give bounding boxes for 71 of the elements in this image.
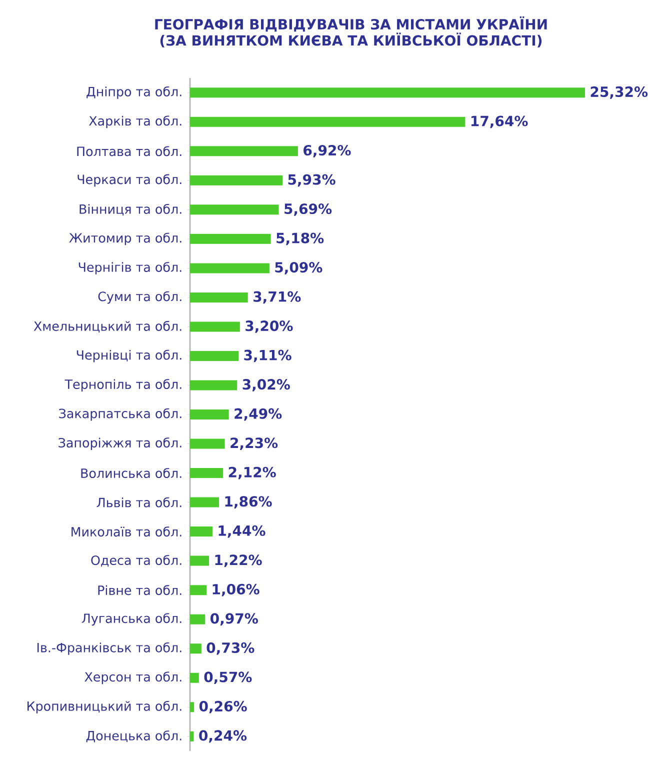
bar	[190, 146, 298, 156]
bar	[190, 350, 239, 361]
bar	[190, 204, 279, 215]
y-tick-label: Львів та обл.	[96, 497, 182, 508]
bar	[190, 731, 194, 742]
bar	[190, 380, 238, 390]
y-tick-label: Дніпро та обл.	[86, 86, 182, 99]
bar	[190, 88, 586, 98]
y-tick-label: Кропивницький та обл.	[28, 700, 182, 714]
y-tick-label: Хмельницький та обл.	[34, 320, 182, 333]
data-label: 3,02%	[242, 379, 290, 392]
chart-subtitle: (ЗА ВИНЯТКОМ КИЄВА ТА КИЇВСЬКОЇ ОБЛАСТІ)	[160, 32, 542, 48]
data-label: 5,18%	[276, 232, 324, 246]
data-label: 17,64%	[471, 116, 528, 128]
bar	[190, 644, 202, 654]
data-label: 0,24%	[199, 730, 247, 743]
y-tick-label: Тернопіль та обл.	[64, 378, 182, 392]
y-tick-label: Закарпатська обл.	[59, 408, 182, 421]
y-tick-label: Одеса та обл.	[91, 555, 182, 567]
bar	[190, 526, 212, 537]
chart-title: ГЕОГРАФІЯ ВІДВІДУВАЧІВ ЗА МІСТАМИ УКРАЇНИ	[155, 16, 547, 32]
data-label: 2,12%	[228, 466, 276, 480]
y-tick-label: Харків та обл.	[89, 116, 182, 128]
y-tick-label: Чернівці та обл.	[76, 350, 182, 362]
bar	[190, 438, 225, 449]
y-tick-label: Житомир та обл.	[69, 232, 182, 246]
y-tick-label: Херсон та обл.	[84, 672, 182, 684]
y-tick-label: Чернігів та обл.	[78, 262, 182, 274]
data-label: 0,73%	[206, 642, 254, 655]
data-label: 5,69%	[284, 203, 332, 216]
data-label: 1,06%	[212, 584, 260, 596]
data-label: 1,22%	[215, 554, 262, 567]
bar	[190, 702, 194, 712]
bar	[190, 175, 283, 186]
y-tick-label: Рівне та обл.	[98, 585, 182, 596]
bar	[190, 468, 224, 478]
data-label: 0,26%	[199, 700, 247, 714]
y-tick-label: Донецька обл.	[86, 730, 182, 742]
y-tick-label: Волинська обл.	[81, 468, 182, 478]
data-label: 5,93%	[288, 174, 336, 187]
bar	[190, 410, 229, 420]
data-label: 2,23%	[230, 438, 278, 450]
data-label: 6,92%	[304, 144, 351, 158]
y-tick-label: Ів.-Франківськ та обл.	[37, 642, 182, 655]
data-label: 1,44%	[218, 525, 266, 538]
y-tick-label: Запоріжжя та обл.	[58, 438, 182, 450]
y-tick-label: Миколаїв та обл.	[72, 526, 182, 537]
y-tick-label: Луганська обл.	[82, 613, 182, 626]
bar	[190, 234, 271, 244]
y-tick-label: Вінниця та обл.	[80, 204, 182, 216]
data-label: 1,86%	[225, 496, 272, 508]
data-label: 3,71%	[254, 291, 301, 304]
bar	[190, 672, 199, 683]
bar	[190, 322, 240, 332]
bar	[190, 263, 270, 274]
data-label: 3,11%	[244, 350, 292, 362]
data-label: 2,49%	[234, 408, 282, 421]
data-label: 3,20%	[246, 320, 293, 333]
bar	[190, 556, 210, 566]
y-tick-label: Черкаси та обл.	[78, 174, 182, 187]
data-label: 0,97%	[210, 613, 258, 626]
data-label: 25,32%	[590, 86, 648, 99]
y-tick-label: Суми та обл.	[98, 291, 182, 304]
bar	[190, 497, 220, 508]
bar	[190, 292, 248, 302]
bar	[190, 585, 207, 596]
data-label: 0,57%	[204, 672, 252, 684]
y-tick-label: Полтава та обл.	[77, 146, 182, 156]
data-label: 5,09%	[275, 262, 322, 274]
bar	[190, 116, 466, 127]
bar	[190, 614, 206, 624]
